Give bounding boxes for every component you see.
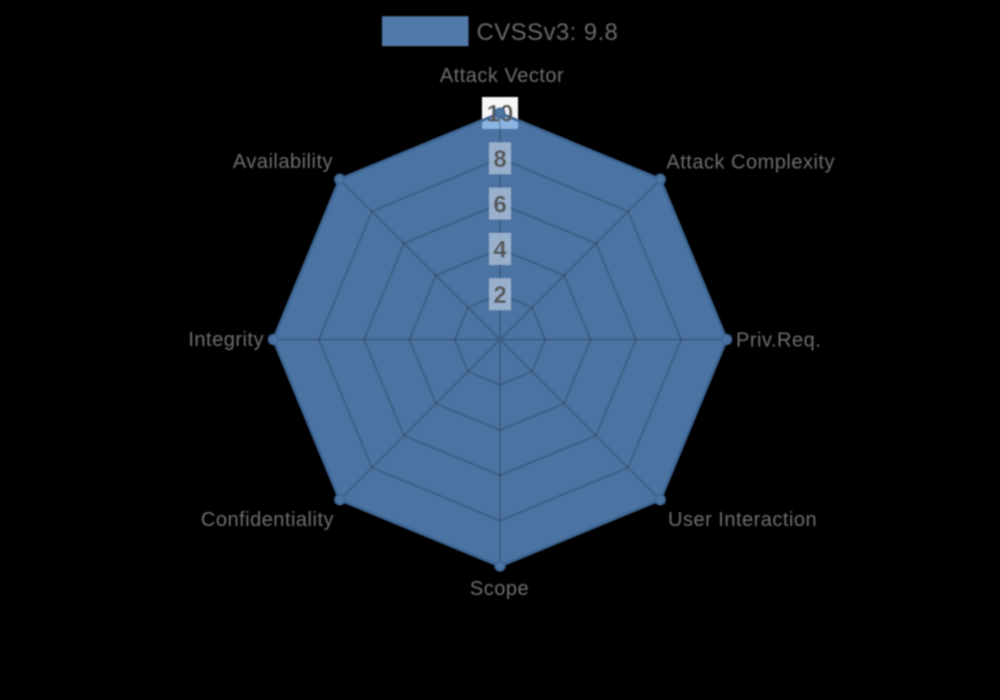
- svg-text:4: 4: [493, 237, 507, 264]
- svg-text:Confidentiality: Confidentiality: [201, 509, 334, 531]
- svg-text:Priv.Req.: Priv.Req.: [736, 330, 821, 352]
- svg-text:Availability: Availability: [233, 151, 333, 173]
- svg-text:Integrity: Integrity: [188, 329, 264, 351]
- svg-text:8: 8: [493, 146, 506, 173]
- svg-text:User Interaction: User Interaction: [668, 509, 817, 531]
- svg-text:Attack Vector: Attack Vector: [440, 65, 564, 87]
- svg-text:Attack Complexity: Attack Complexity: [666, 152, 835, 174]
- svg-text:Scope: Scope: [470, 578, 529, 600]
- svg-text:6: 6: [493, 191, 506, 218]
- svg-text:2: 2: [493, 282, 506, 309]
- svg-text:CVSSv3: 9.8: CVSSv3: 9.8: [477, 19, 619, 46]
